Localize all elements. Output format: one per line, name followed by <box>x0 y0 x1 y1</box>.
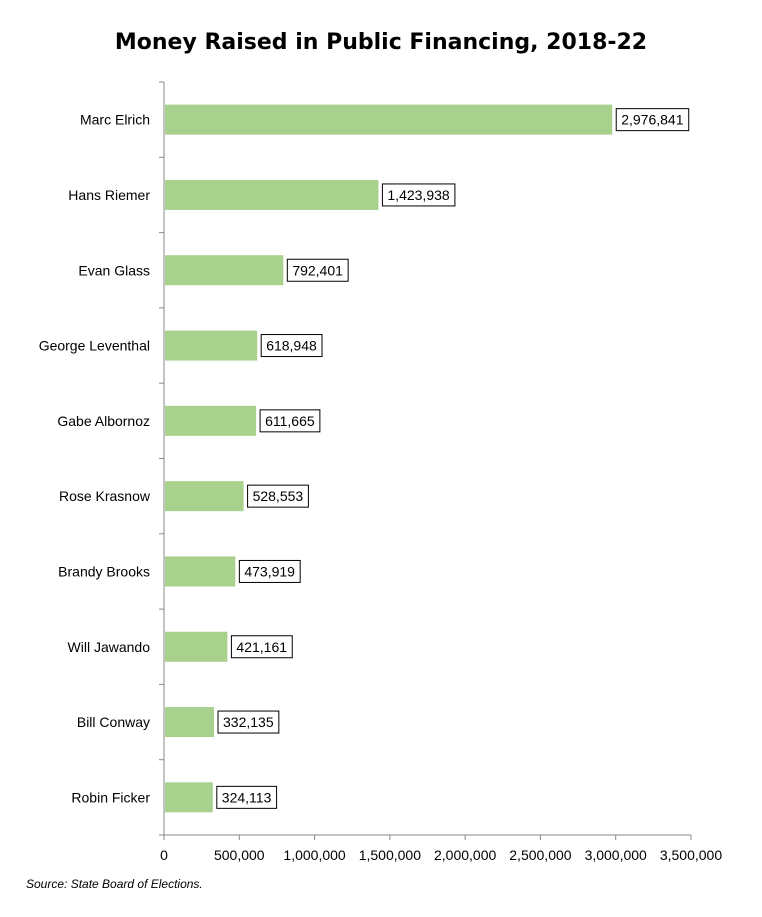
data-label: 2,976,841 <box>615 108 690 132</box>
data-label-text: 618,948 <box>266 338 317 354</box>
x-tick-label: 2,000,000 <box>434 847 496 863</box>
data-label-text: 324,113 <box>222 789 272 805</box>
data-label-text: 473,919 <box>244 563 295 579</box>
category-label: George Leventhal <box>39 338 150 354</box>
data-label-box <box>286 258 349 282</box>
axes: 0 500,000 1,000,000 1,500,000 2,000,000 2,500… <box>159 81 722 863</box>
data-label-box <box>216 785 278 809</box>
data-label-text: 1,423,938 <box>387 187 449 203</box>
data-label-text: 611,665 <box>265 413 315 429</box>
x-tick-label: 0 <box>160 847 168 863</box>
data-label-text: 421,161 <box>236 639 287 655</box>
data-label: 473,919 <box>238 559 301 583</box>
bar <box>165 330 258 361</box>
data-label-box <box>260 334 323 358</box>
data-label-text: 792,401 <box>292 262 343 278</box>
category-label: Bill Conway <box>77 714 150 730</box>
data-label: 611,665 <box>259 409 321 433</box>
chart-title: Money Raised in Public Financing, 2018-2… <box>114 30 648 55</box>
data-label-box <box>259 409 321 433</box>
bars <box>165 104 613 813</box>
x-tick-label: 500,000 <box>214 847 265 863</box>
category-label: Gabe Albornoz <box>57 413 150 429</box>
category-label: Hans Riemer <box>68 187 150 203</box>
data-label-box <box>238 559 301 583</box>
category-label: Evan Glass <box>78 262 150 278</box>
category-label: Rose Krasnow <box>59 488 151 504</box>
data-label-text: 332,135 <box>223 714 274 730</box>
x-tick-label: 3,000,000 <box>585 847 647 863</box>
data-label: 324,113 <box>216 785 278 809</box>
bar <box>165 255 284 286</box>
bar <box>165 179 379 210</box>
data-label-box <box>381 183 456 207</box>
category-label: Will Jawando <box>68 639 151 655</box>
x-tick-label: 1,000,000 <box>283 847 345 863</box>
labels: Marc Elrich 2,976,841 Hans Riemer 1,423,938… <box>39 108 690 809</box>
data-label-box <box>230 635 293 659</box>
data-label-text: 2,976,841 <box>621 112 683 128</box>
data-label: 421,161 <box>230 635 293 659</box>
category-label: Marc Elrich <box>80 112 150 128</box>
data-label: 332,135 <box>217 710 280 734</box>
data-label-box <box>247 484 309 508</box>
data-label: 1,423,938 <box>381 183 456 207</box>
x-tick-label: 3,500,000 <box>660 847 722 863</box>
data-label-box <box>217 710 280 734</box>
data-label-box <box>615 108 690 132</box>
data-label: 618,948 <box>260 334 323 358</box>
category-label: Brandy Brooks <box>58 563 150 579</box>
bar <box>165 556 236 587</box>
data-label: 792,401 <box>286 258 349 282</box>
bar <box>165 481 244 512</box>
data-label-text: 528,553 <box>253 488 304 504</box>
x-tick-label: 2,500,000 <box>509 847 571 863</box>
bar <box>165 707 215 738</box>
bar <box>165 631 228 662</box>
bar <box>165 405 257 436</box>
bar <box>165 782 213 813</box>
data-label: 528,553 <box>247 484 309 508</box>
source-note: Source: State Board of Elections. <box>26 877 203 891</box>
bar <box>165 104 613 135</box>
category-label: Robin Ficker <box>71 789 150 805</box>
x-tick-label: 1,500,000 <box>359 847 421 863</box>
